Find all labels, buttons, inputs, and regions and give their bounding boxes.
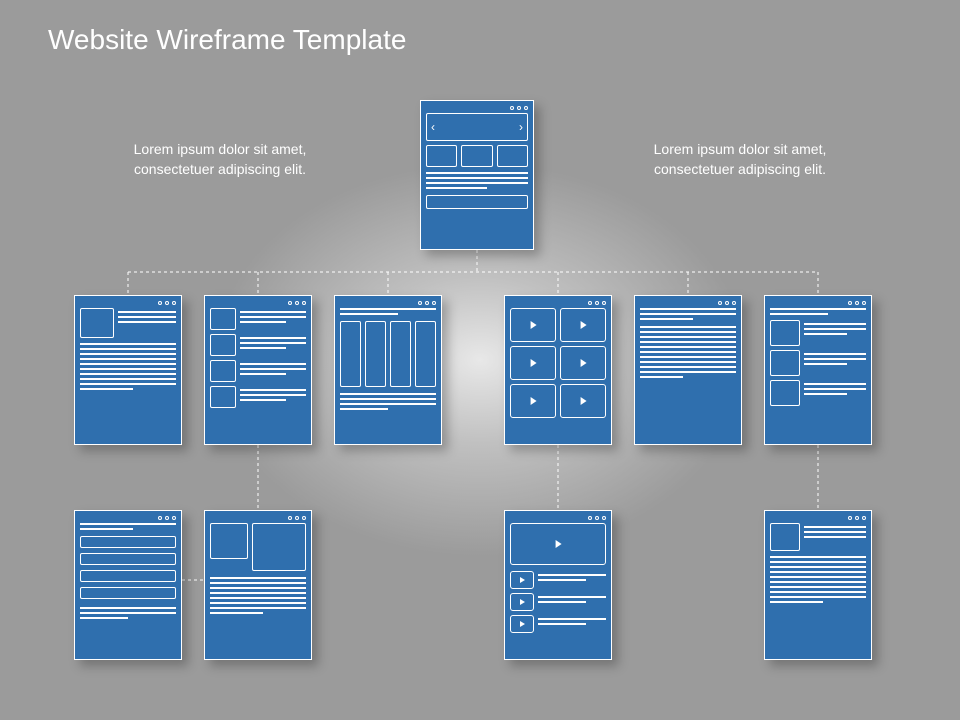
wireframe-card [764,510,872,660]
wireframe-card [504,510,612,660]
wireframe-card [334,295,442,445]
wireframe-card [204,295,312,445]
wireframe-card [764,295,872,445]
wireframe-card [634,295,742,445]
window-dots [426,106,528,110]
caption-right: Lorem ipsum dolor sit amet, consectetuer… [620,140,860,179]
page-title: Website Wireframe Template [48,24,406,56]
caption-left: Lorem ipsum dolor sit amet, consectetuer… [100,140,340,179]
wireframe-root: ‹ › [420,100,534,250]
wireframe-card [204,510,312,660]
wireframe-card [504,295,612,445]
wireframe-card [74,510,182,660]
wireframe-card [74,295,182,445]
